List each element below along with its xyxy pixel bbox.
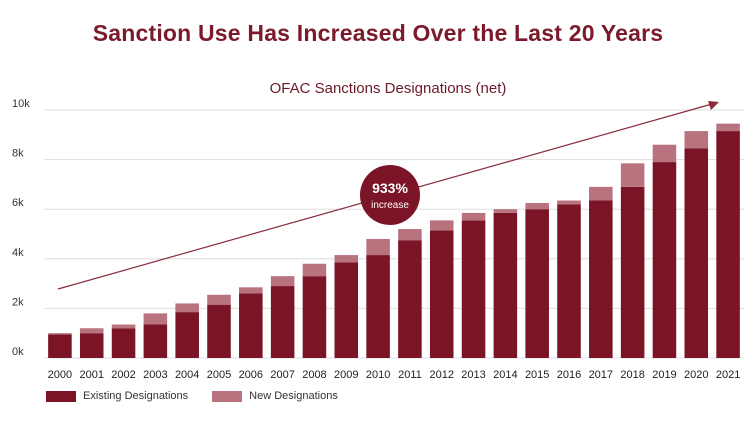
x-tick-label: 2009 [334,369,358,381]
annotations: 933% increase [57,101,719,290]
bar-existing [620,186,645,358]
bar-existing [398,240,422,358]
x-tick-label: 2017 [589,369,613,381]
increase-label: increase [371,200,409,211]
bar-new [525,203,549,210]
x-tick-label: 2008 [302,369,326,381]
bar-existing [684,148,709,358]
bar-new [175,303,199,313]
legend-item-existing: Existing Designations [46,390,188,402]
bar-new [48,333,72,335]
x-tick-label: 2001 [79,369,103,381]
x-tick-label: 2012 [429,369,453,381]
legend-item-new: New Designations [212,390,338,402]
bar-existing [48,334,72,358]
bar-existing [175,312,199,358]
bar-new [239,287,263,294]
legend-label-new: New Designations [249,390,338,402]
x-tick-label: 2000 [48,369,72,381]
bar-existing [525,209,549,358]
bar-new [270,276,295,287]
x-tick-label: 2014 [493,369,517,381]
bar-new [366,238,390,256]
x-tick-label: 2003 [143,369,167,381]
bar-new [716,123,740,132]
x-tick-label: 2007 [270,369,294,381]
chart-title: Sanction Use Has Increased Over the Last… [92,20,664,46]
bar-existing [111,328,136,358]
legend: Existing Designations New Designations [46,390,362,402]
bar-new [429,220,454,231]
bar-new [334,255,359,263]
bar-new [493,209,518,213]
bar-new [557,200,581,205]
bar-new [461,212,486,221]
increase-value: 933% [372,180,408,196]
legend-swatch-existing [46,390,76,402]
bar-existing [143,324,168,358]
bar-existing [493,212,518,358]
x-tick-label: 2005 [207,369,231,381]
bars [48,123,740,358]
bar-existing [429,230,454,358]
increase-badge [360,165,420,225]
bar-existing [716,131,740,358]
bar-existing [334,262,359,358]
legend-label-existing: Existing Designations [83,390,189,402]
x-tick-label: 2019 [652,369,676,381]
bar-new [79,328,104,334]
x-tick-label: 2011 [398,369,422,381]
bar-existing [589,200,613,358]
y-tick-label: 4k [12,247,24,259]
bar-new [111,324,136,329]
bar-new [207,294,231,305]
y-tick-label: 2k [12,296,24,308]
x-tick-label: 2006 [239,369,263,381]
x-tick-label: 2013 [461,369,485,381]
bar-existing [79,333,104,358]
chart-subtitle: OFAC Sanctions Designations (net) [269,80,507,97]
y-tick-label: 8k [12,148,24,160]
bar-existing [461,220,486,358]
bar-existing [207,304,231,358]
bar-new [398,229,422,241]
bar-existing [302,276,327,358]
bar-new [143,313,168,325]
bar-existing [652,162,677,358]
bar-existing [239,293,263,358]
bar-new [589,186,613,201]
x-tick-label: 2015 [525,369,549,381]
bar-existing [270,286,295,358]
x-tick-label: 2016 [557,369,581,381]
x-tick-label: 2021 [716,369,740,381]
axes: 0k 2k 4k 6k 8k 10k 2000 2001 2002 2003 2004 2005 200… [12,98,740,381]
bar-new [302,263,327,277]
bar-existing [557,204,581,358]
legend-swatch-new [212,390,243,402]
bar-new [652,144,677,163]
bar-new [684,131,709,149]
y-tick-label: 0k [12,346,24,358]
bar-existing [366,255,390,358]
x-tick-label: 2002 [111,369,135,381]
trend-arrow-head [708,101,719,110]
x-tick-label: 2018 [620,369,644,381]
x-tick-label: 2020 [684,369,708,381]
x-tick-label: 2010 [366,369,390,381]
bar-new [620,163,645,187]
y-tick-label: 10k [12,98,30,110]
x-tick-label: 2004 [175,369,199,381]
y-tick-label: 6k [12,197,24,209]
